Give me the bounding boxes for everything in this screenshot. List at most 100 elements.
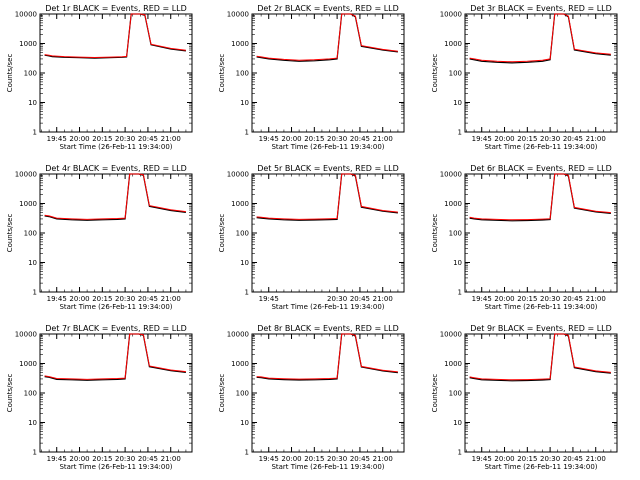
x-tick-label: 21:00 [161, 295, 181, 303]
y-tick-label: 1000 [444, 200, 462, 208]
x-tick-label: 20:45 [138, 135, 158, 143]
x-tick-label: 21:00 [161, 135, 181, 143]
y-tick-label: 1 [458, 289, 462, 297]
x-tick-label: 20:45 [350, 295, 370, 303]
events-series-line [256, 173, 398, 221]
y-tick-label: 10 [28, 259, 37, 267]
x-axis-label: Start Time (26-Feb-11 19:34:00) [59, 303, 172, 311]
x-tick-label: 19:45 [47, 455, 67, 463]
y-tick-label: 100 [236, 390, 249, 398]
y-axis-label: Counts/sec [218, 54, 226, 93]
x-tick-label: 20:00 [281, 135, 301, 143]
y-tick-label: 100 [24, 230, 37, 238]
x-tick-label: 20:30 [327, 135, 347, 143]
events-series-line [469, 13, 611, 64]
plot-frame [464, 333, 618, 453]
y-tick-label: 10000 [227, 171, 249, 179]
x-tick-label: 19:45 [259, 295, 279, 303]
events-series-line [44, 173, 186, 221]
x-tick-label: 20:15 [517, 295, 537, 303]
y-tick-label: 1 [33, 449, 37, 457]
lld-series-line [256, 13, 398, 61]
x-tick-label: 20:00 [69, 135, 89, 143]
panel-det-3: Det 3r BLACK = Events, RED = LLD 1 10 100 10… [431, 4, 618, 151]
y-tick-label: 1 [33, 289, 37, 297]
y-axis-label: Counts/sec [431, 54, 439, 93]
events-series-line [44, 13, 186, 59]
y-tick-label: 1000 [19, 360, 37, 368]
y-tick-label: 10000 [440, 331, 462, 339]
x-tick-label: 20:15 [92, 135, 112, 143]
x-tick-label: 20:15 [92, 295, 112, 303]
y-tick-label: 1000 [231, 40, 249, 48]
plot-frame [39, 173, 193, 293]
lld-series-line [256, 173, 398, 220]
y-tick-label: 10000 [15, 11, 37, 19]
x-tick-label: 20:30 [115, 135, 135, 143]
y-axis-label: Counts/sec [218, 374, 226, 413]
panel-det-8: Det 8r BLACK = Events, RED = LLD 1 10 100 10… [218, 324, 405, 471]
y-tick-label: 100 [449, 230, 462, 238]
x-axis-label: Start Time (26-Feb-11 19:34:00) [59, 463, 172, 471]
x-tick-label: 20:00 [69, 455, 89, 463]
x-axis-label: Start Time (26-Feb-11 19:34:00) [271, 143, 384, 151]
x-tick-label: 21:00 [586, 295, 606, 303]
panel-title: Det 7r BLACK = Events, RED = LLD [45, 324, 187, 333]
panel-title: Det 2r BLACK = Events, RED = LLD [257, 4, 399, 13]
x-tick-label: 20:45 [563, 455, 583, 463]
y-tick-label: 100 [236, 70, 249, 78]
y-axis-label: Counts/sec [6, 374, 14, 413]
x-tick-label: 20:30 [540, 135, 560, 143]
panel-det-5: Det 5r BLACK = Events, RED = LLD 1 10 100 10… [218, 164, 405, 311]
x-tick-label: 19:45 [472, 455, 492, 463]
events-series-line [44, 333, 186, 381]
x-tick-label: 20:15 [304, 135, 324, 143]
x-tick-label: 19:45 [47, 135, 67, 143]
plot-frame [251, 333, 405, 453]
y-tick-label: 100 [449, 390, 462, 398]
panel-det-7: Det 7r BLACK = Events, RED = LLD 1 10 100 10… [6, 324, 193, 471]
events-series-line [469, 333, 611, 382]
x-tick-label: 20:00 [494, 295, 514, 303]
x-tick-label: 20:30 [327, 455, 347, 463]
y-tick-label: 10 [453, 259, 462, 267]
plot-frame [251, 13, 405, 133]
y-axis-label: Counts/sec [431, 374, 439, 413]
panel-title: Det 6r BLACK = Events, RED = LLD [470, 164, 612, 173]
y-tick-label: 10000 [440, 171, 462, 179]
x-tick-label: 20:00 [494, 455, 514, 463]
x-tick-label: 20:45 [138, 295, 158, 303]
x-tick-label: 21:00 [586, 455, 606, 463]
y-tick-label: 100 [24, 390, 37, 398]
x-axis-label: Start Time (26-Feb-11 19:34:00) [59, 143, 172, 151]
x-tick-label: 20:15 [304, 455, 324, 463]
y-axis-label: Counts/sec [6, 54, 14, 93]
x-tick-label: 21:00 [373, 295, 393, 303]
y-tick-label: 1 [33, 129, 37, 137]
y-tick-label: 10000 [15, 331, 37, 339]
x-axis-label: Start Time (26-Feb-11 19:34:00) [271, 463, 384, 471]
y-tick-label: 100 [236, 230, 249, 238]
plot-frame [251, 173, 405, 293]
x-tick-label: 20:45 [350, 455, 370, 463]
x-tick-label: 20:00 [281, 455, 301, 463]
lld-series-line [44, 173, 186, 220]
x-tick-label: 19:45 [472, 135, 492, 143]
panel-title: Det 5r BLACK = Events, RED = LLD [257, 164, 399, 173]
x-tick-label: 20:15 [517, 455, 537, 463]
y-tick-label: 1000 [444, 360, 462, 368]
y-tick-label: 10 [28, 99, 37, 107]
y-tick-label: 10 [240, 259, 249, 267]
y-tick-label: 10 [240, 419, 249, 427]
x-tick-label: 19:45 [259, 135, 279, 143]
x-tick-label: 20:15 [92, 455, 112, 463]
panel-det-9: Det 9r BLACK = Events, RED = LLD 1 10 100 10… [431, 324, 618, 471]
y-tick-label: 10000 [227, 11, 249, 19]
x-tick-label: 21:00 [373, 135, 393, 143]
y-tick-label: 1 [458, 449, 462, 457]
y-tick-label: 1 [245, 449, 249, 457]
lld-series-line [469, 333, 611, 381]
y-tick-label: 10 [453, 419, 462, 427]
y-tick-label: 1 [245, 129, 249, 137]
